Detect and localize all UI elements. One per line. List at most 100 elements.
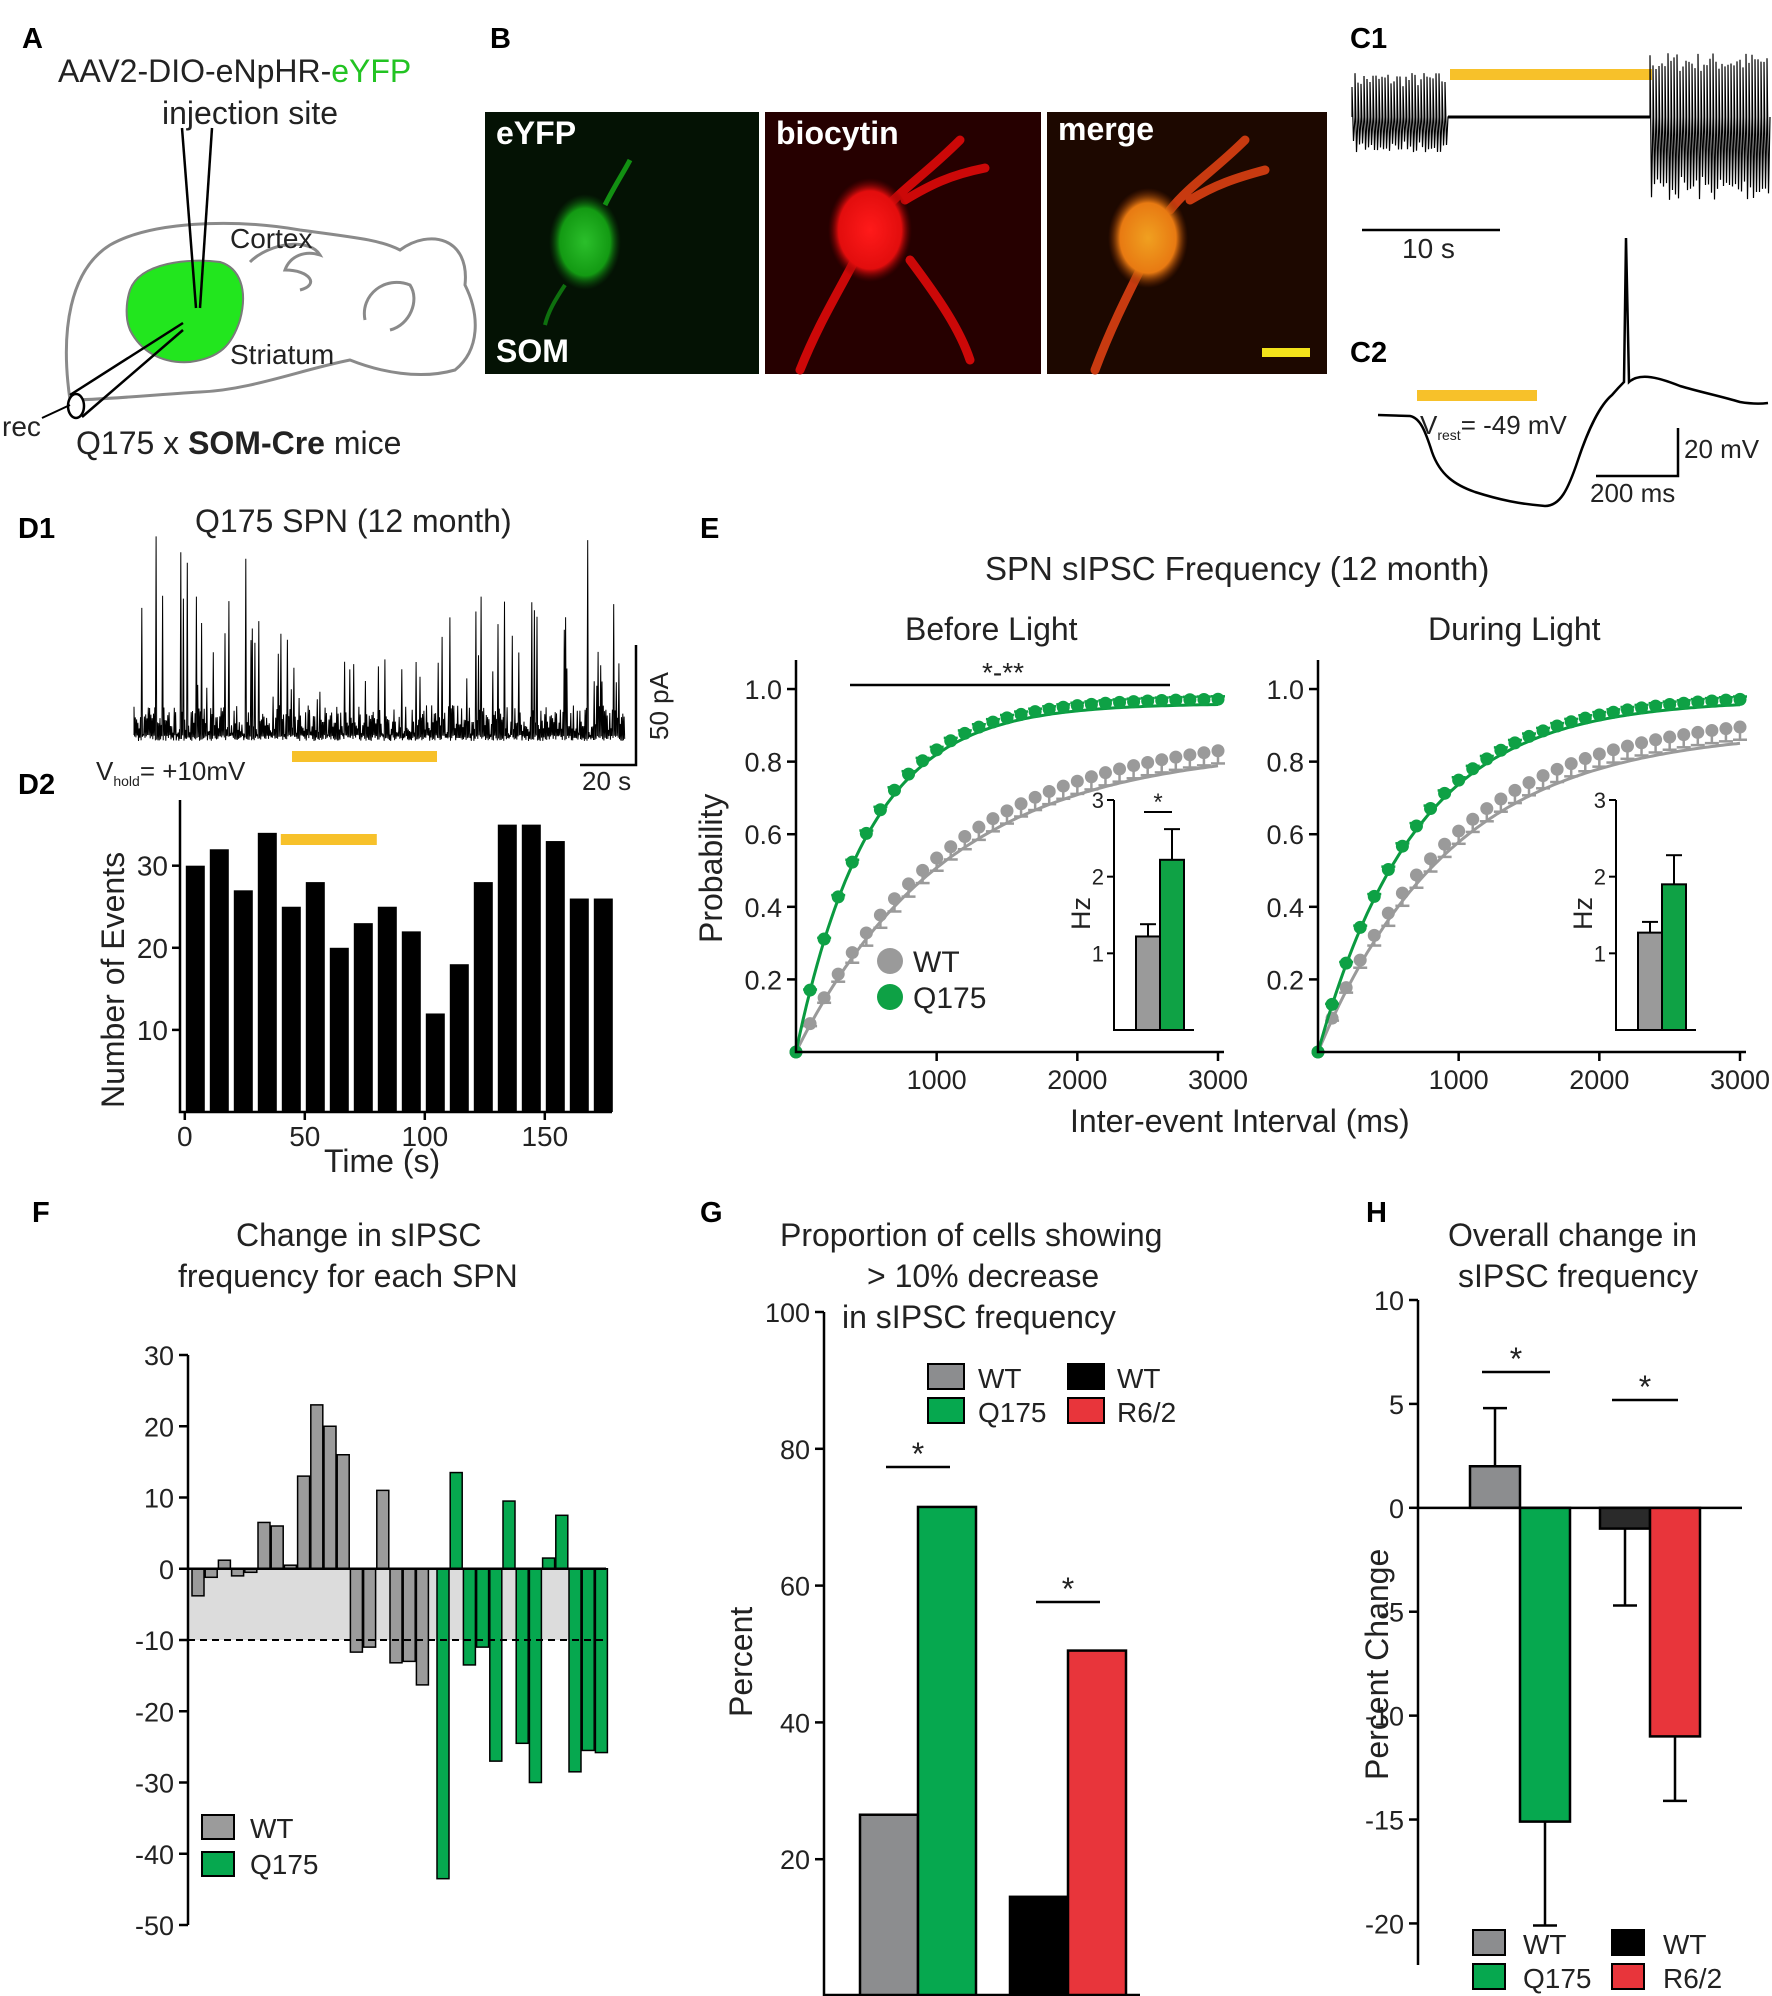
label-g: G [700, 1197, 723, 1229]
e-point-Q175 [1070, 699, 1084, 713]
f-bar-Q175 [502, 1500, 516, 1570]
panel-d: D1 D2 Q175 SPN (12 month) 50 pA 20 s Vho… [18, 503, 674, 1179]
d2-xtick-label: 50 [289, 1121, 320, 1152]
g-bar-WT [858, 1813, 920, 1996]
e-point-Q175 [859, 826, 873, 840]
e-point-WT [1522, 776, 1536, 790]
e-point-Q175 [845, 855, 859, 869]
e-ytick-label: 0.2 [1266, 965, 1304, 995]
f-legend-q175-swatch [201, 1851, 235, 1877]
e-point-WT [1438, 837, 1452, 851]
e-inset-bar [1661, 883, 1687, 1031]
e-point-Q175 [1550, 719, 1564, 733]
f-ytick-label: -30 [135, 1769, 174, 1799]
chart-e-before: 0.2 0.4 0.6 0.8 1.0 1000 2000 3000 1 2 3 Hz * [744, 660, 1248, 1095]
label-c1: C1 [1350, 23, 1387, 55]
rec-pipette-top [69, 321, 184, 397]
d2-bar [305, 882, 325, 1112]
e-point-WT [1733, 720, 1747, 734]
h-title-line2: sIPSC frequency [1458, 1258, 1698, 1294]
e-point-WT [845, 946, 859, 960]
e-point-WT [930, 851, 944, 865]
g-legend-r62-swatch [1067, 1397, 1105, 1424]
label-b: B [490, 23, 511, 55]
h-ytick-label: 10 [1374, 1286, 1404, 1316]
e-inset-ytick-label: 2 [1092, 865, 1104, 890]
f-ytick-label: -10 [135, 1626, 174, 1656]
e-ytick-label: 0.6 [744, 820, 782, 850]
e-point-Q175 [1197, 692, 1211, 706]
f-bar-WT [336, 1454, 350, 1570]
g-legend-wt1-swatch [927, 1363, 965, 1390]
g-bar-R6/2 [1066, 1649, 1128, 1996]
f-bar-WT [310, 1404, 324, 1570]
e-point-Q175 [1424, 801, 1438, 815]
h-ytick-label: -10 [1365, 1702, 1404, 1732]
f-bar-WT [376, 1489, 390, 1570]
f-bar-Q175 [568, 1568, 582, 1773]
label-f: F [32, 1197, 50, 1229]
h-legend-r62: R6/2 [1663, 1963, 1722, 1994]
f-bar-Q175 [462, 1568, 477, 1666]
c2-scale-ms: 200 ms [1590, 478, 1675, 508]
e-point-Q175 [1522, 729, 1536, 743]
f-ytick-label: 20 [144, 1412, 174, 1442]
e-point-WT [1578, 752, 1592, 766]
e-point-WT [1494, 792, 1508, 806]
h-bar-Q175 [1518, 1506, 1572, 1823]
e-point-Q175 [1494, 743, 1508, 757]
e-point-WT [831, 967, 845, 981]
e-point-WT [1155, 753, 1169, 767]
e-xtick-label: 3000 [1188, 1065, 1248, 1095]
f-bar-WT [389, 1568, 403, 1664]
e-point-Q175 [1325, 997, 1339, 1011]
e-point-Q175 [1733, 692, 1747, 706]
mice-label: Q175 x SOM-Cre mice [76, 425, 401, 461]
e-point-Q175 [1367, 889, 1381, 903]
e-point-Q175 [1620, 703, 1634, 717]
d2-bar [593, 898, 613, 1112]
f-ytick-label: -20 [135, 1697, 174, 1727]
d2-xtick-label: 150 [521, 1121, 568, 1152]
e-point-WT [972, 820, 986, 834]
e-point-Q175 [831, 890, 845, 904]
h-title-line1: Overall change in [1448, 1217, 1697, 1253]
e-point-Q175 [1056, 700, 1070, 714]
d2-xtick-label: 100 [401, 1121, 448, 1152]
e-xtick-label: 2000 [1569, 1065, 1629, 1095]
d2-bar [329, 947, 349, 1112]
h-ytick-label: -5 [1380, 1598, 1404, 1628]
d1-scale-s: 20 s [582, 766, 631, 796]
d1-trace-path [133, 536, 626, 742]
e-point-WT [1127, 759, 1141, 773]
f-bar-Q175 [515, 1568, 529, 1745]
e-point-WT [1395, 886, 1409, 900]
e-point-Q175 [1155, 693, 1169, 707]
d2-light-bar [280, 834, 377, 845]
f-bar-WT [362, 1568, 377, 1648]
e-point-Q175 [1211, 692, 1225, 706]
h-bar-R6/2 [1648, 1506, 1702, 1738]
e-point-Q175 [1691, 695, 1705, 709]
c2-voltage-trace [1377, 237, 1769, 508]
f-ytick-label: -50 [135, 1911, 174, 1941]
e-point-WT [958, 830, 972, 844]
d1-title: Q175 SPN (12 month) [195, 503, 512, 539]
e-point-WT [1070, 774, 1084, 788]
e-point-WT [1691, 725, 1705, 739]
e-point-Q175 [1000, 711, 1014, 725]
e-point-Q175 [1014, 707, 1028, 721]
rec-leader-line [41, 404, 71, 419]
e-point-WT [1508, 783, 1522, 797]
e-point-WT [1677, 728, 1691, 742]
label-d2: D2 [18, 769, 55, 801]
h-bar-WT [1468, 1465, 1522, 1510]
e-point-WT [944, 840, 958, 854]
f-title-line1: Change in sIPSC [236, 1217, 481, 1253]
g-title-line3: in sIPSC frequency [842, 1299, 1116, 1335]
e-legend-wt-marker [877, 948, 903, 974]
f-bar-WT [217, 1559, 232, 1570]
g-legend-r62: R6/2 [1117, 1397, 1176, 1428]
f-bar-WT [415, 1568, 430, 1686]
e-inset-ylabel: Hz [1066, 897, 1096, 930]
